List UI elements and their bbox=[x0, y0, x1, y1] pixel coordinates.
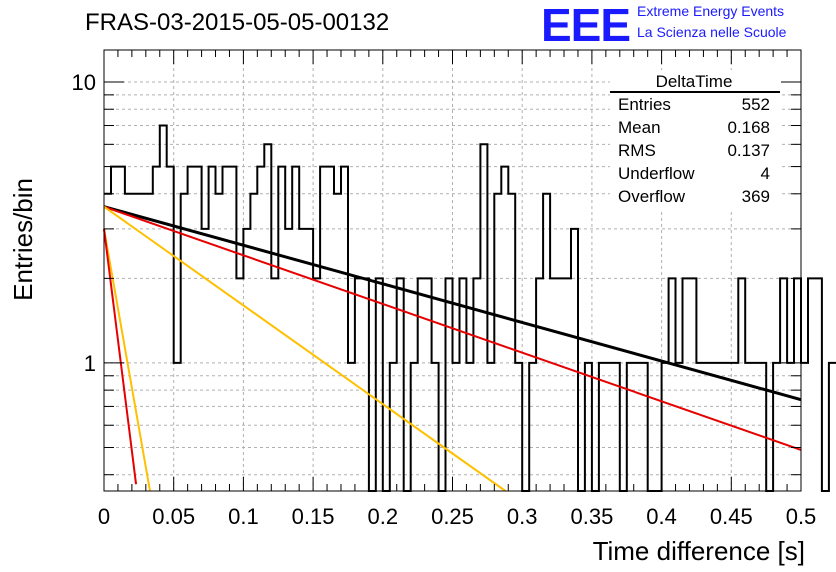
stats-background bbox=[610, 70, 780, 210]
stats-label: Overflow bbox=[618, 187, 686, 206]
stats-value: 4 bbox=[761, 164, 770, 183]
stats-value: 369 bbox=[742, 187, 770, 206]
stats-box: DeltaTime Entries 552 Mean 0.168 RMS 0.137 Und… bbox=[610, 70, 780, 210]
x-tick-label: 0.15 bbox=[292, 504, 335, 529]
fit-line bbox=[103, 205, 802, 402]
x-tick-label: 0.3 bbox=[507, 504, 538, 529]
stats-value: 0.137 bbox=[727, 141, 770, 160]
chart-title: FRAS-03-2015-05-05-00132 bbox=[85, 9, 389, 36]
x-tick-labels: 0 0.05 0.1 0.15 0.2 0.25 0.3 0.35 0.4 0.45 0.5 bbox=[98, 504, 816, 529]
y-tick-labels: 1 10 bbox=[72, 70, 96, 376]
x-tick-label: 0.1 bbox=[228, 504, 259, 529]
stats-label: Entries bbox=[618, 95, 671, 114]
y-tick-label: 10 bbox=[72, 70, 96, 95]
stats-rows: Entries 552 Mean 0.168 RMS 0.137 Underflow 4 Ove… bbox=[618, 95, 770, 206]
y-tick-label: 1 bbox=[84, 351, 96, 376]
fit-line bbox=[103, 228, 138, 485]
stats-label: RMS bbox=[618, 141, 656, 160]
stats-value: 552 bbox=[742, 95, 770, 114]
stats-name: DeltaTime bbox=[656, 72, 733, 91]
fit-lines bbox=[103, 205, 802, 492]
axis-ticks bbox=[103, 50, 802, 491]
stats-value: 0.168 bbox=[727, 118, 770, 137]
eee-logo: EEE bbox=[541, 0, 631, 51]
y-axis-label: Entries/bin bbox=[8, 178, 38, 301]
x-tick-label: 0.35 bbox=[570, 504, 613, 529]
x-tick-label: 0.05 bbox=[152, 504, 195, 529]
x-tick-label: 0.2 bbox=[368, 504, 399, 529]
stats-label: Underflow bbox=[618, 164, 695, 183]
fit-line bbox=[103, 205, 802, 451]
x-tick-label: 0 bbox=[98, 504, 110, 529]
x-tick-label: 0.5 bbox=[786, 504, 817, 529]
logo-line-2: La Scienza nelle Scuole bbox=[637, 24, 787, 40]
histogram-steps bbox=[104, 124, 836, 492]
histogram bbox=[104, 124, 836, 492]
x-axis-label: Time difference [s] bbox=[593, 536, 805, 566]
stats-label: Mean bbox=[618, 118, 661, 137]
logo-line-1: Extreme Energy Events bbox=[637, 3, 785, 19]
x-tick-label: 0.25 bbox=[431, 504, 474, 529]
fit-line bbox=[103, 205, 507, 492]
x-tick-label: 0.4 bbox=[646, 504, 677, 529]
x-tick-label: 0.45 bbox=[710, 504, 753, 529]
fit-line bbox=[103, 228, 151, 492]
